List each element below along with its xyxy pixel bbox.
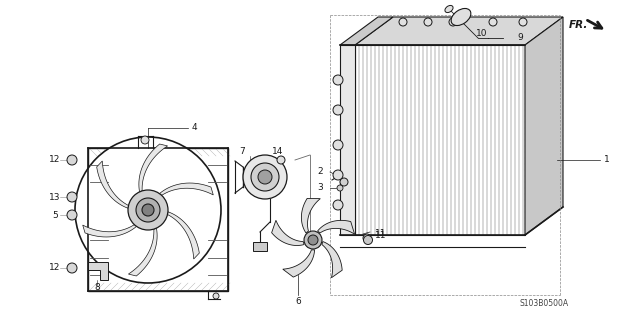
Circle shape <box>333 105 343 115</box>
Polygon shape <box>355 45 525 235</box>
Circle shape <box>424 18 432 26</box>
Circle shape <box>399 18 407 26</box>
Polygon shape <box>83 225 136 237</box>
Polygon shape <box>301 198 320 233</box>
Polygon shape <box>355 17 563 45</box>
Text: 1: 1 <box>604 155 610 165</box>
Polygon shape <box>317 220 355 234</box>
Circle shape <box>363 234 371 242</box>
Circle shape <box>449 18 457 26</box>
Circle shape <box>489 18 497 26</box>
Polygon shape <box>129 228 157 276</box>
Circle shape <box>333 200 343 210</box>
Circle shape <box>67 210 77 220</box>
Text: FR.: FR. <box>569 20 588 30</box>
Text: 9: 9 <box>517 33 523 42</box>
Text: 3: 3 <box>317 183 323 192</box>
Polygon shape <box>525 17 563 235</box>
Circle shape <box>251 163 279 191</box>
Circle shape <box>67 192 77 202</box>
Circle shape <box>136 198 160 222</box>
Text: 6: 6 <box>295 298 301 307</box>
Polygon shape <box>88 262 108 280</box>
Circle shape <box>308 235 318 245</box>
Circle shape <box>519 18 527 26</box>
Circle shape <box>340 178 348 186</box>
Text: 4: 4 <box>192 123 198 132</box>
Circle shape <box>333 140 343 150</box>
Polygon shape <box>340 17 393 45</box>
Bar <box>253 242 267 251</box>
Bar <box>88 148 228 291</box>
Circle shape <box>75 137 221 283</box>
Text: 12: 12 <box>49 155 61 165</box>
Text: 2: 2 <box>317 167 323 176</box>
Text: 7: 7 <box>239 147 245 157</box>
Circle shape <box>277 156 285 164</box>
Text: 8: 8 <box>94 284 100 293</box>
Polygon shape <box>97 161 129 208</box>
Polygon shape <box>271 220 304 246</box>
Text: 14: 14 <box>272 147 284 157</box>
Circle shape <box>333 170 343 180</box>
Polygon shape <box>159 183 213 195</box>
Circle shape <box>258 170 272 184</box>
Text: 12: 12 <box>49 263 61 272</box>
Text: 11: 11 <box>375 231 387 240</box>
Polygon shape <box>283 250 315 277</box>
Polygon shape <box>139 144 168 192</box>
Text: 11: 11 <box>375 228 387 238</box>
Polygon shape <box>340 45 355 235</box>
Circle shape <box>67 263 77 273</box>
Circle shape <box>128 190 168 230</box>
Circle shape <box>67 155 77 165</box>
Circle shape <box>141 136 149 144</box>
Circle shape <box>304 231 322 249</box>
Circle shape <box>337 185 343 191</box>
Circle shape <box>213 293 219 299</box>
Text: S103B0500A: S103B0500A <box>520 300 569 308</box>
Ellipse shape <box>451 9 471 26</box>
Polygon shape <box>322 241 342 278</box>
Text: 5: 5 <box>52 211 58 219</box>
Text: 10: 10 <box>476 29 488 39</box>
Circle shape <box>142 204 154 216</box>
Circle shape <box>333 75 343 85</box>
Circle shape <box>243 155 287 199</box>
Ellipse shape <box>445 5 453 12</box>
Text: 13: 13 <box>49 192 61 202</box>
Polygon shape <box>168 212 199 259</box>
Circle shape <box>364 235 372 244</box>
